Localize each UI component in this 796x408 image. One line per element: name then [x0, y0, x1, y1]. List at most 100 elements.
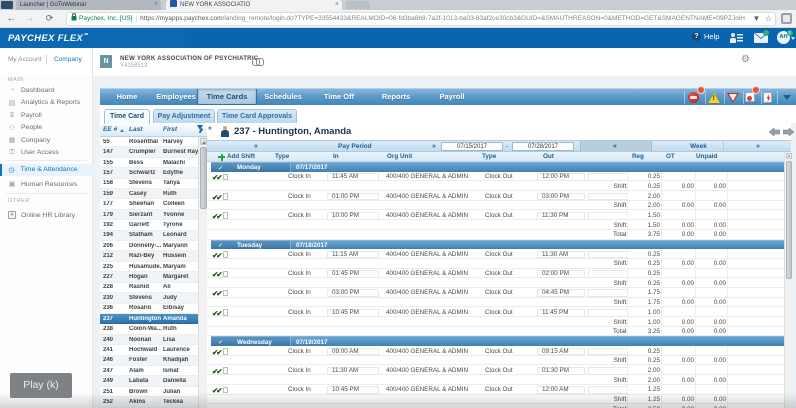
- shift-approve-check-icon[interactable]: ✔: [212, 347, 219, 357]
- shift-in-time[interactable]: 01:00 PM: [332, 192, 359, 200]
- employee-row[interactable]: 251 Brown Julian: [100, 386, 198, 398]
- employee-row[interactable]: 237 Huntington Amanda: [100, 313, 198, 325]
- shift-approve-check2-icon[interactable]: ✔: [216, 308, 223, 318]
- new-tab-button[interactable]: [346, 1, 370, 9]
- shift-note-icon[interactable]: [222, 386, 228, 394]
- employee-row[interactable]: 192 Garrett Tyrone: [100, 220, 198, 231]
- shift-approve-check-icon[interactable]: ✔: [212, 270, 219, 280]
- shift-approve-check-icon[interactable]: ✔: [212, 308, 219, 318]
- shift-note-icon[interactable]: [222, 309, 228, 316]
- empty-cell[interactable]: [588, 270, 628, 278]
- shift-approve-check2-icon[interactable]: ✔: [216, 192, 223, 202]
- url-input[interactable]: Paychex, Inc. [US] | https://myapps.payc…: [66, 12, 776, 26]
- shift-note-icon[interactable]: [222, 173, 228, 181]
- sidebar-item-online-hr-library[interactable]: ✚ Online HR Library: [0, 209, 93, 222]
- help-button[interactable]: ? Help: [692, 32, 719, 41]
- scrollbar-thumb[interactable]: [199, 147, 207, 209]
- shift-entry-row[interactable]: ✔✔ Clock In 11:30 AM 400/400 GENERAL & ADMI…: [207, 365, 784, 376]
- shift-approve-check2-icon[interactable]: ✔: [216, 347, 223, 357]
- shift-note-icon[interactable]: [222, 193, 228, 200]
- pay-period-prev-icon[interactable]: «: [254, 142, 258, 150]
- warning-icon[interactable]: [708, 92, 720, 103]
- employee-row[interactable]: 55 Rosenthal Harvey: [100, 137, 198, 148]
- shift-entry-row[interactable]: ✔✔ Clock In 11:15 AM 400/400 GENERAL & ADMI…: [207, 249, 784, 260]
- back-icon[interactable]: ←: [6, 13, 17, 24]
- shift-entry-row[interactable]: ✔✔ Clock In 09:00 AM 400/400 GENERAL & ADMI…: [207, 346, 784, 357]
- scroll-up-icon[interactable]: [199, 138, 207, 145]
- employee-row[interactable]: 177 Sheehan Colleen: [100, 199, 198, 210]
- shift-approve-check2-icon[interactable]: ✔: [216, 250, 223, 260]
- shift-entry-row[interactable]: ✔✔ Clock In 03:00 PM 400/400 GENERAL & ADMI…: [207, 287, 784, 299]
- tab-time-card[interactable]: Time Card: [104, 109, 150, 124]
- employee-row[interactable]: 157 Schwartz Edythe: [100, 168, 198, 179]
- shift-note-icon[interactable]: [222, 289, 228, 297]
- empty-cell[interactable]: [588, 192, 628, 201]
- nav-item-home[interactable]: Home: [116, 92, 138, 101]
- previous-employee-icon[interactable]: [769, 128, 780, 136]
- employee-row[interactable]: 228 Rashid Ali: [100, 282, 198, 294]
- shift-approve-check-icon[interactable]: ✔: [212, 366, 219, 376]
- in-time-cell[interactable]: [327, 386, 379, 395]
- scroll-up-icon[interactable]: [785, 152, 792, 159]
- shift-note-icon[interactable]: [222, 212, 228, 219]
- shift-in-time[interactable]: 11:45 AM: [332, 173, 359, 181]
- in-time-cell[interactable]: [327, 250, 379, 259]
- in-time-cell[interactable]: [327, 366, 379, 375]
- shift-out-time[interactable]: 01:30 PM: [542, 366, 569, 374]
- scrollbar-thumb[interactable]: [785, 160, 792, 279]
- shift-approve-check2-icon[interactable]: ✔: [216, 386, 223, 396]
- column-header-first[interactable]: First: [163, 126, 178, 133]
- week-prev-icon[interactable]: «: [613, 142, 617, 150]
- link-icon[interactable]: [252, 58, 264, 66]
- out-time-cell[interactable]: [537, 308, 585, 317]
- company-link[interactable]: Company: [54, 56, 82, 63]
- out-time-cell[interactable]: [537, 289, 585, 298]
- shift-approve-check-icon[interactable]: ✔: [212, 192, 219, 202]
- employee-list-scrollbar[interactable]: [198, 137, 207, 408]
- employee-row[interactable]: 249 Labata Daniella: [100, 376, 198, 387]
- employee-row[interactable]: 159 Casey Ruth: [100, 189, 198, 200]
- shift-in-time[interactable]: 03:00 PM: [332, 289, 359, 297]
- out-time-cell[interactable]: [537, 366, 585, 375]
- employee-row[interactable]: 179 Sierzant Yvonne: [100, 209, 198, 221]
- out-time-cell[interactable]: [537, 173, 585, 181]
- sidebar-item-time-attendance[interactable]: ◷ Time & Attendance: [0, 163, 93, 176]
- empty-cell[interactable]: [588, 173, 628, 181]
- employee-row[interactable]: 246 Foster Khadijah: [100, 355, 198, 366]
- employee-row[interactable]: 158 Stevens Tanya: [100, 178, 198, 190]
- nav-item-time-cards[interactable]: Time Cards: [197, 89, 257, 105]
- shift-out-time[interactable]: 11:30 PM: [542, 211, 569, 219]
- shift-out-time[interactable]: 12:00 PM: [542, 173, 569, 181]
- sidebar-item-dashboard[interactable]: ◔ Dashboard: [0, 84, 93, 97]
- shift-approve-check-icon[interactable]: ✔: [212, 289, 219, 299]
- empty-cell[interactable]: [588, 250, 628, 259]
- tab-close-icon[interactable]: ×: [334, 1, 339, 8]
- shift-approve-check-icon[interactable]: ✔: [212, 250, 219, 260]
- collapse-panel-icon[interactable]: «: [208, 125, 212, 132]
- filter-icon[interactable]: [197, 125, 205, 134]
- shift-out-time[interactable]: 02:00 PM: [542, 270, 569, 278]
- in-time-cell[interactable]: [327, 289, 379, 298]
- in-time-cell[interactable]: [327, 270, 379, 278]
- employee-row[interactable]: 155 Bess Malachi: [100, 157, 198, 169]
- stop-alert-icon[interactable]: [688, 92, 699, 103]
- empty-cell[interactable]: [588, 308, 628, 317]
- browser-tab-inactive[interactable]: Launcher | GoToWebinar ×: [16, 0, 161, 10]
- shift-out-time[interactable]: 11:45 PM: [542, 308, 569, 316]
- forward-icon[interactable]: →: [24, 13, 35, 24]
- column-add-shift[interactable]: Add Shift: [227, 153, 255, 161]
- shift-note-icon[interactable]: [222, 348, 228, 355]
- shift-note-icon[interactable]: [222, 251, 228, 258]
- shift-approve-check-icon[interactable]: ✔: [212, 173, 219, 183]
- column-header-last[interactable]: Last: [129, 126, 143, 133]
- pay-period-end-input[interactable]: 07/28/2017: [512, 142, 574, 151]
- employee-row[interactable]: 241 Hochwald Laurence: [100, 345, 198, 356]
- empty-cell[interactable]: [588, 386, 628, 395]
- tab-pay-adjustment[interactable]: Pay Adjustment: [153, 109, 215, 123]
- employee-row[interactable]: 147 Crumpler Burnest Ray: [100, 147, 198, 158]
- shift-approve-check2-icon[interactable]: ✔: [216, 289, 223, 299]
- gear-icon[interactable]: ⚙: [741, 54, 750, 65]
- next-employee-icon[interactable]: [783, 128, 794, 136]
- shift-approve-check2-icon[interactable]: ✔: [216, 173, 223, 183]
- shift-out-time[interactable]: 11:30 AM: [542, 250, 569, 258]
